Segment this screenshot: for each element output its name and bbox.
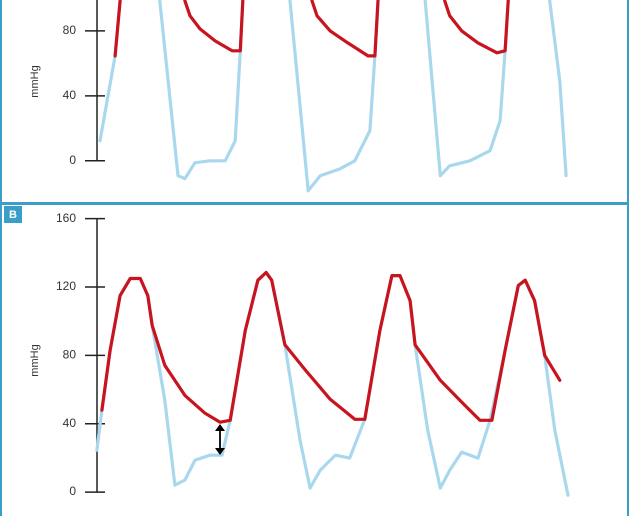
line — [113, 0, 510, 58]
line — [95, 270, 570, 497]
line — [100, 270, 562, 424]
plot: 0 40 80 120 160 — [56, 211, 570, 498]
y-axis-label: mmHg — [29, 65, 41, 97]
arrow-head — [215, 448, 225, 455]
panel-label-box — [4, 206, 22, 223]
panel-b-frame — [0, 203, 629, 516]
y-tick-label: 40 — [63, 88, 77, 102]
y-tick-label: 160 — [56, 211, 76, 225]
y-tick-label: 120 — [56, 279, 76, 293]
arrow-head — [215, 424, 225, 431]
y-tick-label: 80 — [63, 23, 77, 37]
y-tick-label: 0 — [69, 484, 76, 498]
y-tick-label: 0 — [69, 153, 76, 167]
line — [98, 0, 568, 193]
y-tick-label: 40 — [63, 416, 77, 430]
y-axis-label: mmHg — [29, 344, 41, 376]
y-tick-label: 80 — [63, 348, 77, 362]
plot: 0 40 80 — [63, 0, 568, 193]
panel-label: B — [9, 209, 17, 221]
